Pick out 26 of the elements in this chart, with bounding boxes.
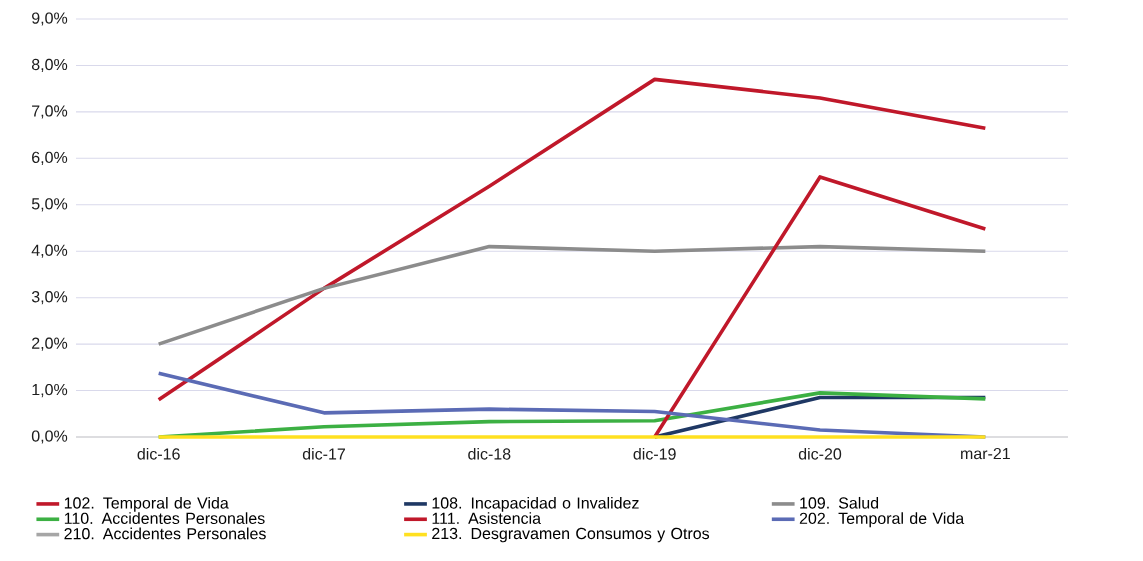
- legend-label: 202. Temporal de Vida: [799, 512, 965, 528]
- legend-label: 108. Incapacidad o Invalidez: [432, 496, 639, 512]
- legend-label: 213. Desgravamen Consumos y Otros: [432, 527, 710, 543]
- x-tick-label: dic-19: [633, 447, 676, 460]
- y-tick-label: 3,0%: [31, 291, 68, 305]
- legend-label: 210. Accidentes Personales: [64, 527, 266, 540]
- y-tick-label: 1,0%: [32, 383, 68, 398]
- x-tick-label: dic-18: [468, 447, 511, 460]
- y-tick-label: 5,0%: [31, 198, 68, 212]
- x-tick-label: mar-21: [961, 447, 1010, 460]
- legend-label: 110. Accidentes Personales: [64, 512, 265, 525]
- x-tick-label: dic-17: [302, 447, 345, 460]
- legend-label: 111. Asistencia: [432, 512, 542, 525]
- legend-label: 102. Temporal de Vida: [64, 496, 229, 512]
- y-tick-label: 2,0%: [32, 337, 68, 351]
- x-tick-label: dic-16: [137, 447, 180, 460]
- y-tick-label: 8,0%: [31, 58, 68, 73]
- y-tick-label: 6,0%: [32, 151, 68, 165]
- line-series: [156, 244, 988, 346]
- legend-label: 109. Salud: [800, 496, 879, 509]
- y-tick-label: 4,0%: [31, 244, 68, 258]
- y-tick-label: 0,0%: [31, 430, 68, 444]
- y-tick-label: 9,0%: [32, 12, 68, 26]
- line-series: [156, 77, 988, 402]
- x-tick-label: dic-20: [798, 447, 842, 460]
- y-tick-label: 7,0%: [32, 105, 68, 119]
